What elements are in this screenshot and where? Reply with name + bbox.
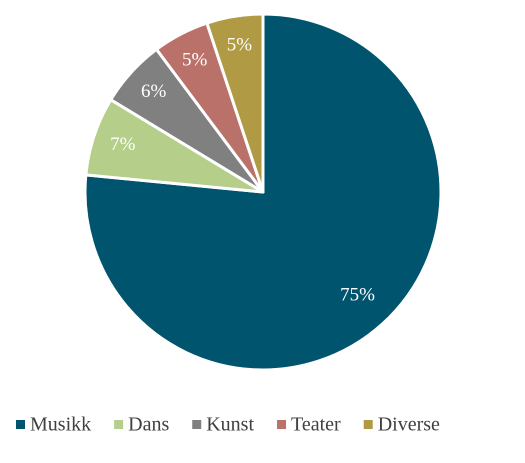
- slice-label: 6%: [141, 81, 167, 102]
- legend-swatch: [114, 420, 124, 429]
- slice-label: 5%: [227, 35, 253, 56]
- legend-swatch: [192, 420, 202, 429]
- pie-slice: [205, 12, 265, 194]
- legend-label: Dans: [128, 414, 169, 436]
- legend-swatch: [277, 420, 287, 429]
- legend-label: Kunst: [206, 414, 254, 436]
- legend-label: Teater: [291, 414, 341, 436]
- slice-label: 75%: [340, 284, 375, 305]
- legend-swatch: [16, 420, 25, 429]
- slice-label: 5%: [182, 49, 208, 70]
- legend-swatch: [363, 420, 373, 429]
- legend-label: Musikk: [30, 414, 91, 436]
- legend-label: Diverse: [378, 414, 440, 436]
- slice-label: 7%: [110, 134, 136, 155]
